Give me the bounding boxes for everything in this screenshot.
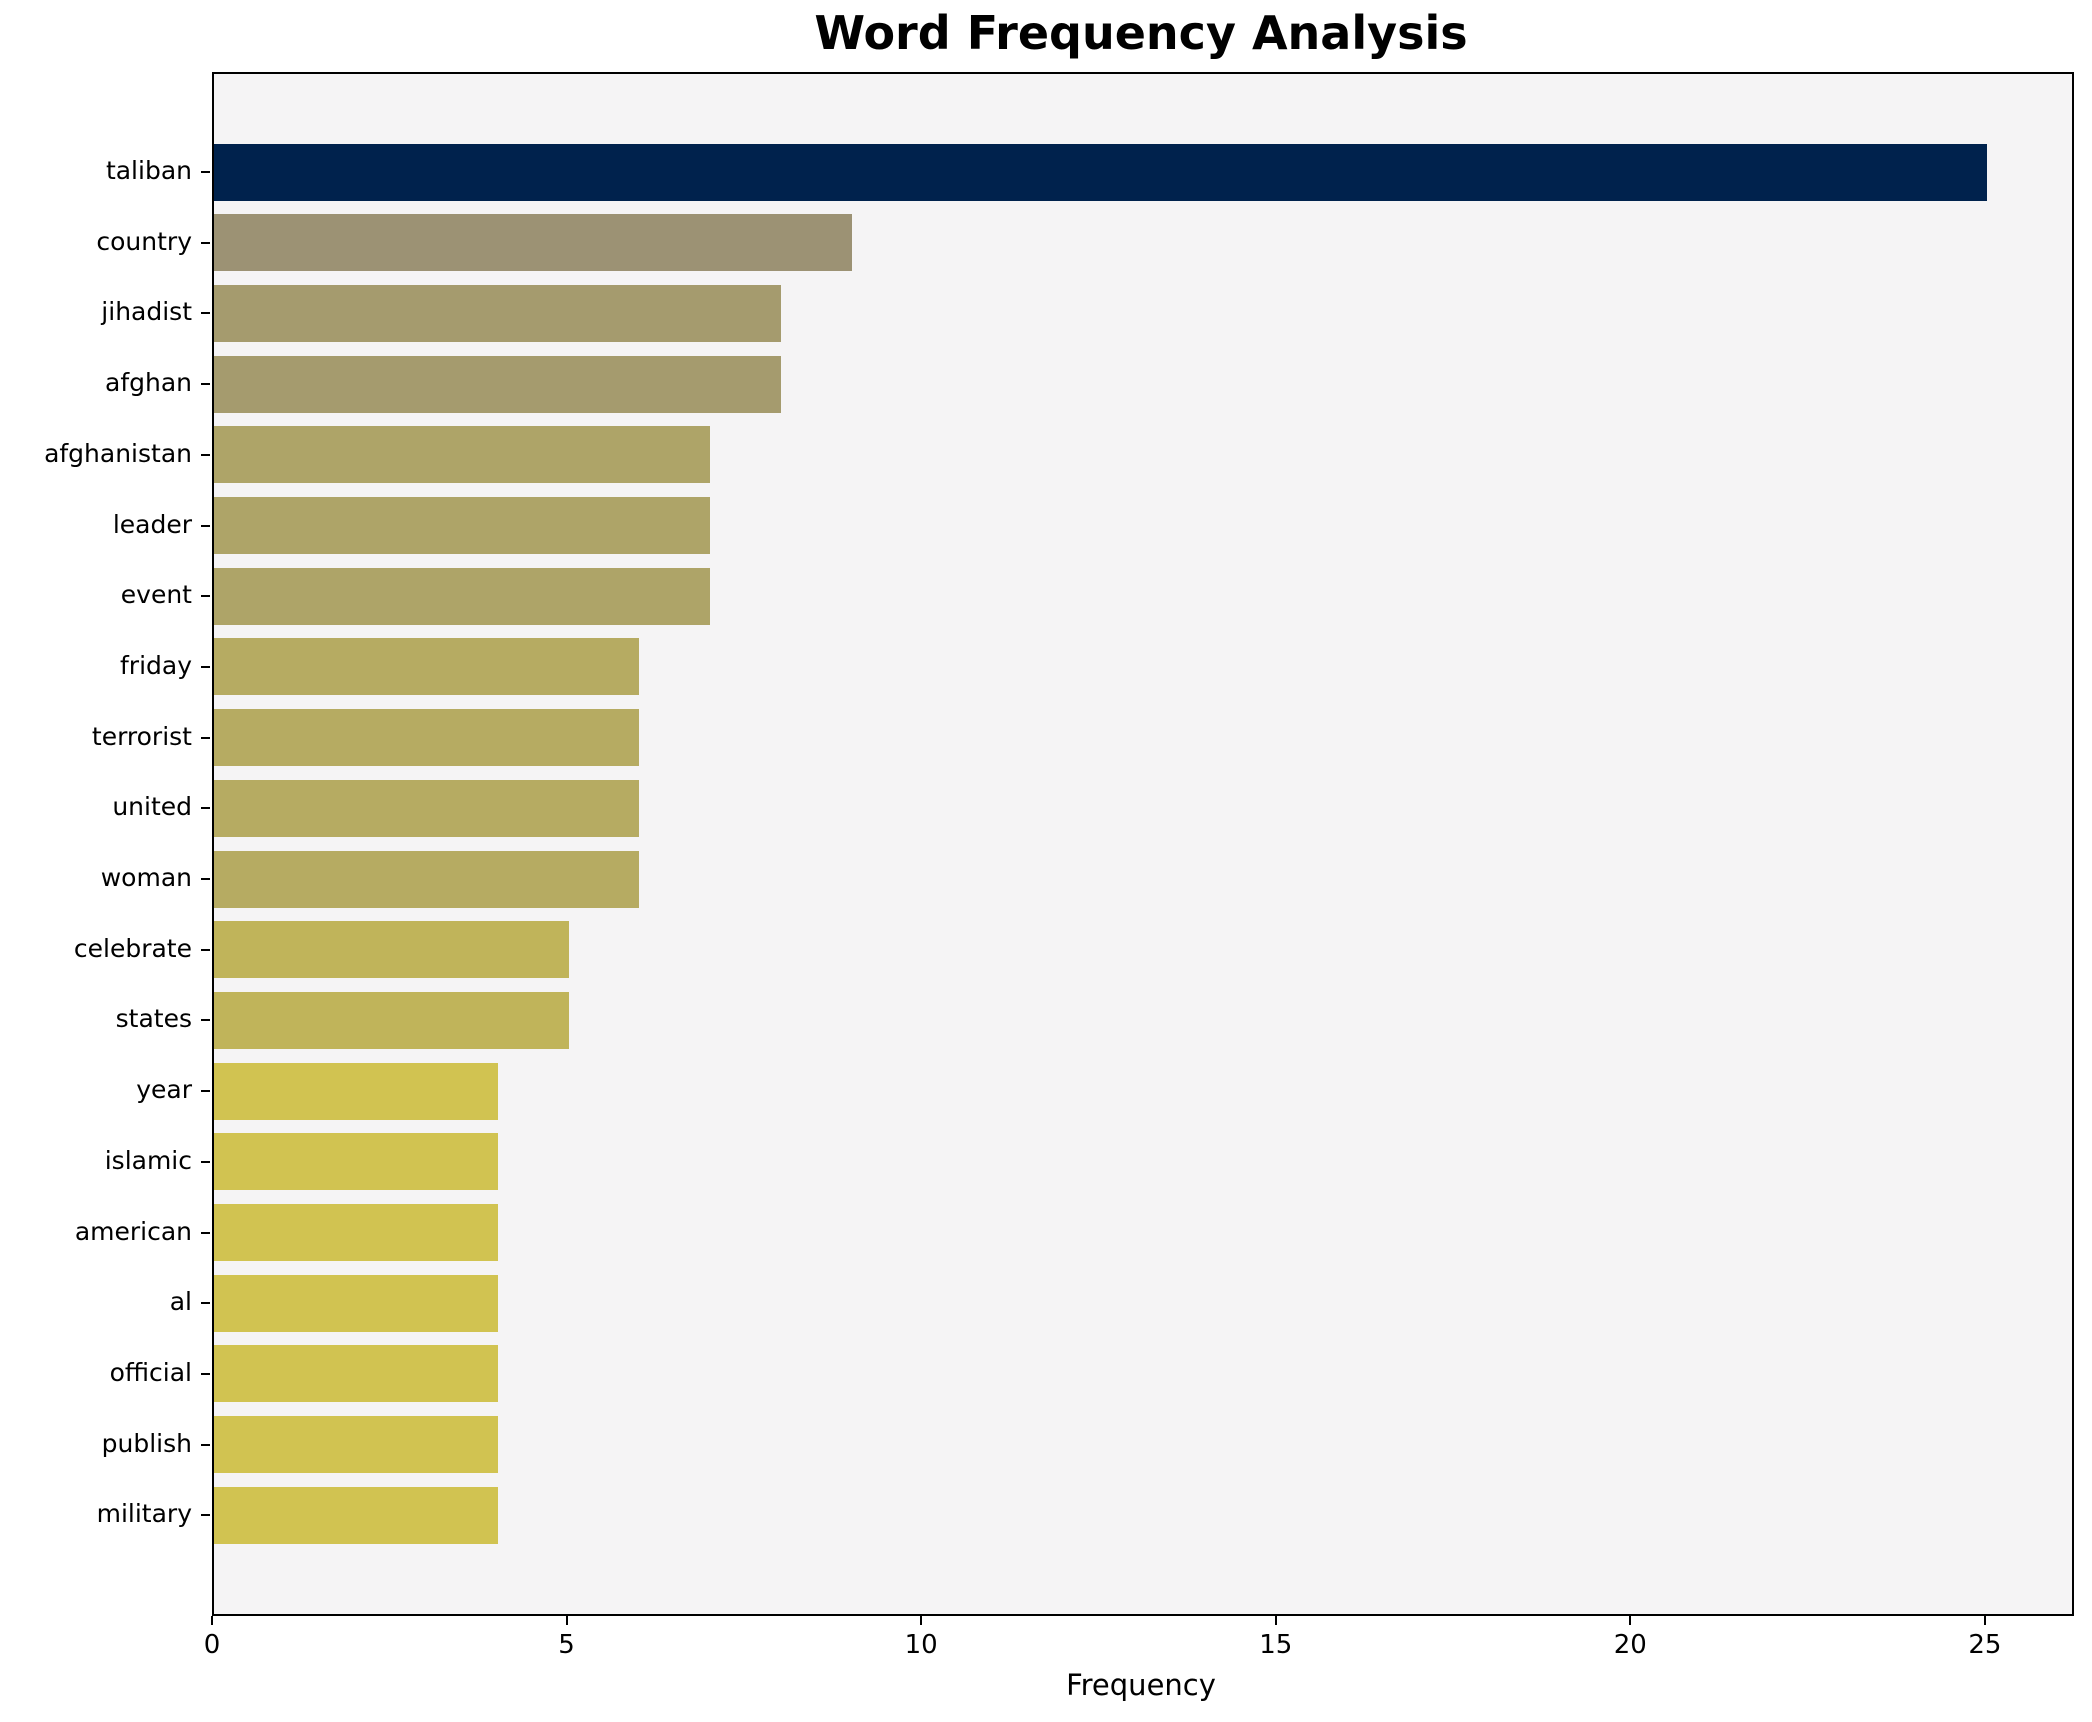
x-tick-mark (211, 1616, 213, 1625)
bar-terrorist (214, 709, 640, 767)
bar-friday (214, 638, 640, 696)
x-tick-mark (920, 1616, 923, 1625)
chart-title: Word Frequency Analysis (814, 6, 1468, 60)
y-tick-mark (201, 665, 210, 668)
y-tick-label-islamic: islamic (104, 1145, 192, 1175)
y-tick-label-woman: woman (100, 863, 192, 892)
x-tick-label-25: 25 (1968, 1630, 2002, 1660)
y-tick-mark (201, 948, 210, 951)
bar-publish (214, 1416, 498, 1474)
y-tick-label-jihadist: jihadist (101, 297, 192, 327)
y-tick-label-taliban: taliban (105, 156, 192, 185)
x-tick-mark (1274, 1616, 1277, 1625)
bar-event (214, 567, 711, 625)
bar-woman (214, 850, 640, 908)
y-tick-label-terrorist: terrorist (91, 721, 192, 751)
bar-jihadist (214, 284, 782, 342)
x-tick-mark (1629, 1616, 1632, 1625)
y-tick-mark (201, 1231, 210, 1234)
plot-area (212, 72, 2074, 1616)
y-tick-label-official: official (109, 1357, 192, 1387)
y-tick-mark (201, 524, 210, 527)
y-tick-mark (201, 453, 210, 456)
y-tick-mark (201, 1372, 210, 1375)
y-tick-mark (201, 241, 210, 244)
y-tick-mark (201, 1019, 210, 1022)
bar-afghanistan (214, 426, 711, 484)
y-tick-mark (201, 807, 210, 810)
bar-al (214, 1274, 498, 1332)
bar-official (214, 1345, 498, 1403)
x-axis-label: Frequency (1066, 1668, 1216, 1702)
bar-islamic (214, 1133, 498, 1191)
y-tick-label-event: event (120, 580, 192, 610)
x-tick-label-5: 5 (558, 1630, 575, 1660)
y-tick-mark (201, 595, 210, 598)
y-tick-label-friday: friday (119, 650, 192, 680)
y-tick-label-military: military (96, 1499, 192, 1529)
bar-country (214, 214, 853, 272)
y-tick-label-united: united (112, 792, 192, 822)
y-tick-mark (201, 1302, 210, 1305)
bar-year (214, 1062, 498, 1120)
x-tick-label-10: 10 (904, 1630, 938, 1660)
bar-american (214, 1204, 498, 1261)
y-tick-label-al: al (169, 1287, 192, 1317)
y-tick-mark (201, 878, 210, 880)
bar-leader (214, 497, 711, 554)
y-tick-mark (201, 312, 210, 315)
y-tick-mark (201, 1514, 210, 1517)
y-tick-label-year: year (136, 1075, 192, 1105)
bar-united (214, 779, 640, 837)
y-tick-mark (201, 383, 210, 386)
x-tick-mark (565, 1616, 568, 1625)
bar-afghan (214, 355, 782, 413)
x-tick-label-15: 15 (1259, 1630, 1293, 1660)
y-tick-mark (201, 1160, 210, 1163)
bar-states (214, 991, 569, 1049)
y-tick-label-states: states (115, 1004, 192, 1034)
bar-celebrate (214, 921, 569, 979)
y-tick-label-leader: leader (112, 509, 192, 539)
bar-taliban (214, 143, 1987, 201)
y-tick-label-afghanistan: afghanistan (44, 438, 192, 468)
x-tick-mark (1983, 1616, 1986, 1625)
y-tick-label-american: american (74, 1216, 192, 1246)
y-tick-mark (201, 736, 210, 739)
y-tick-label-country: country (96, 226, 192, 256)
y-tick-label-publish: publish (101, 1428, 192, 1458)
y-tick-mark (201, 1443, 210, 1446)
y-tick-label-celebrate: celebrate (73, 933, 192, 963)
x-tick-label-20: 20 (1613, 1630, 1647, 1660)
x-tick-label-0: 0 (203, 1630, 221, 1660)
y-tick-mark (201, 1090, 210, 1093)
bar-military (214, 1486, 498, 1544)
y-tick-mark (201, 171, 210, 173)
y-tick-label-afghan: afghan (105, 368, 192, 398)
